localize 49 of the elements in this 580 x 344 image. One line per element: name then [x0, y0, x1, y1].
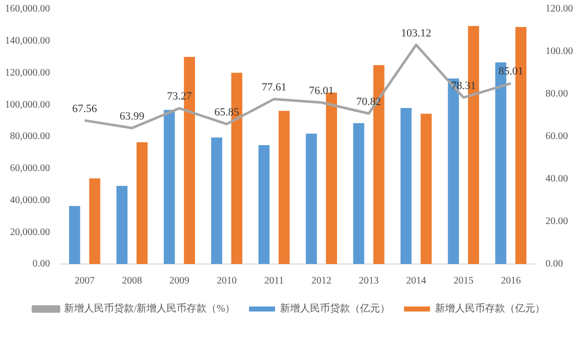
- y-tick-label: 60,000.00: [10, 163, 50, 174]
- data-label: 76.01: [309, 84, 334, 97]
- bar: [306, 134, 317, 264]
- data-label: 77.61: [262, 81, 286, 94]
- bar: [136, 142, 148, 264]
- data-label: 63.99: [120, 110, 145, 122]
- y2-tick-label: 40.00: [546, 174, 568, 185]
- bar: [353, 123, 364, 264]
- y2-tick-label: 20.00: [546, 216, 568, 228]
- x-tick-label: 2008: [122, 276, 142, 287]
- data-label: 103.12: [401, 27, 432, 40]
- x-tick-label: 2012: [311, 276, 332, 287]
- x-tick-label: 2014: [406, 276, 426, 287]
- legend-label: 新增人民币贷款（亿元）: [280, 302, 390, 315]
- y2-tick-label: 0.00: [546, 258, 563, 270]
- x-tick-label: 2016: [500, 276, 521, 287]
- bar: [400, 108, 412, 264]
- y-tick-label: 120,000.00: [5, 67, 50, 78]
- bar: [69, 206, 80, 264]
- x-tick-label: 2011: [264, 276, 284, 287]
- x-tick-label: 2010: [216, 276, 237, 287]
- bar: [326, 92, 338, 264]
- y-tick-label: 40,000.00: [10, 194, 50, 206]
- y-tick-label: 100,000.00: [5, 99, 50, 110]
- x-tick-label: 2015: [453, 276, 474, 287]
- bar: [164, 110, 175, 264]
- y-tick-label: 80,000.00: [10, 131, 50, 142]
- bar: [211, 137, 222, 264]
- x-tick-label: 2007: [74, 276, 95, 287]
- bar: [116, 186, 128, 264]
- data-label: 67.56: [72, 102, 98, 115]
- y-tick-label: 20,000.00: [10, 226, 50, 238]
- legend-label: 新增人民币存款（亿元）: [435, 302, 546, 315]
- y2-tick-label: 100.00: [546, 46, 573, 58]
- y2-tick-label: 60.00: [546, 131, 568, 142]
- data-label: 78.31: [451, 80, 476, 92]
- y-tick-label: 160,000.00: [5, 4, 50, 15]
- y-tick-label: 140,000.00: [5, 36, 50, 46]
- y2-tick-label: 80.00: [546, 88, 568, 100]
- x-tick-label: 2009: [169, 276, 190, 287]
- x-tick-label: 2013: [358, 276, 379, 287]
- legend-label: 新增人民币贷款/新增人民币存款（%）: [64, 302, 236, 315]
- bar: [89, 178, 100, 264]
- bar: [420, 114, 432, 264]
- data-label: 85.01: [498, 66, 524, 78]
- y-tick-label: 0.00: [32, 258, 50, 270]
- bar: [278, 110, 290, 264]
- y2-tick-label: 120.00: [546, 4, 573, 15]
- bar: [258, 145, 270, 264]
